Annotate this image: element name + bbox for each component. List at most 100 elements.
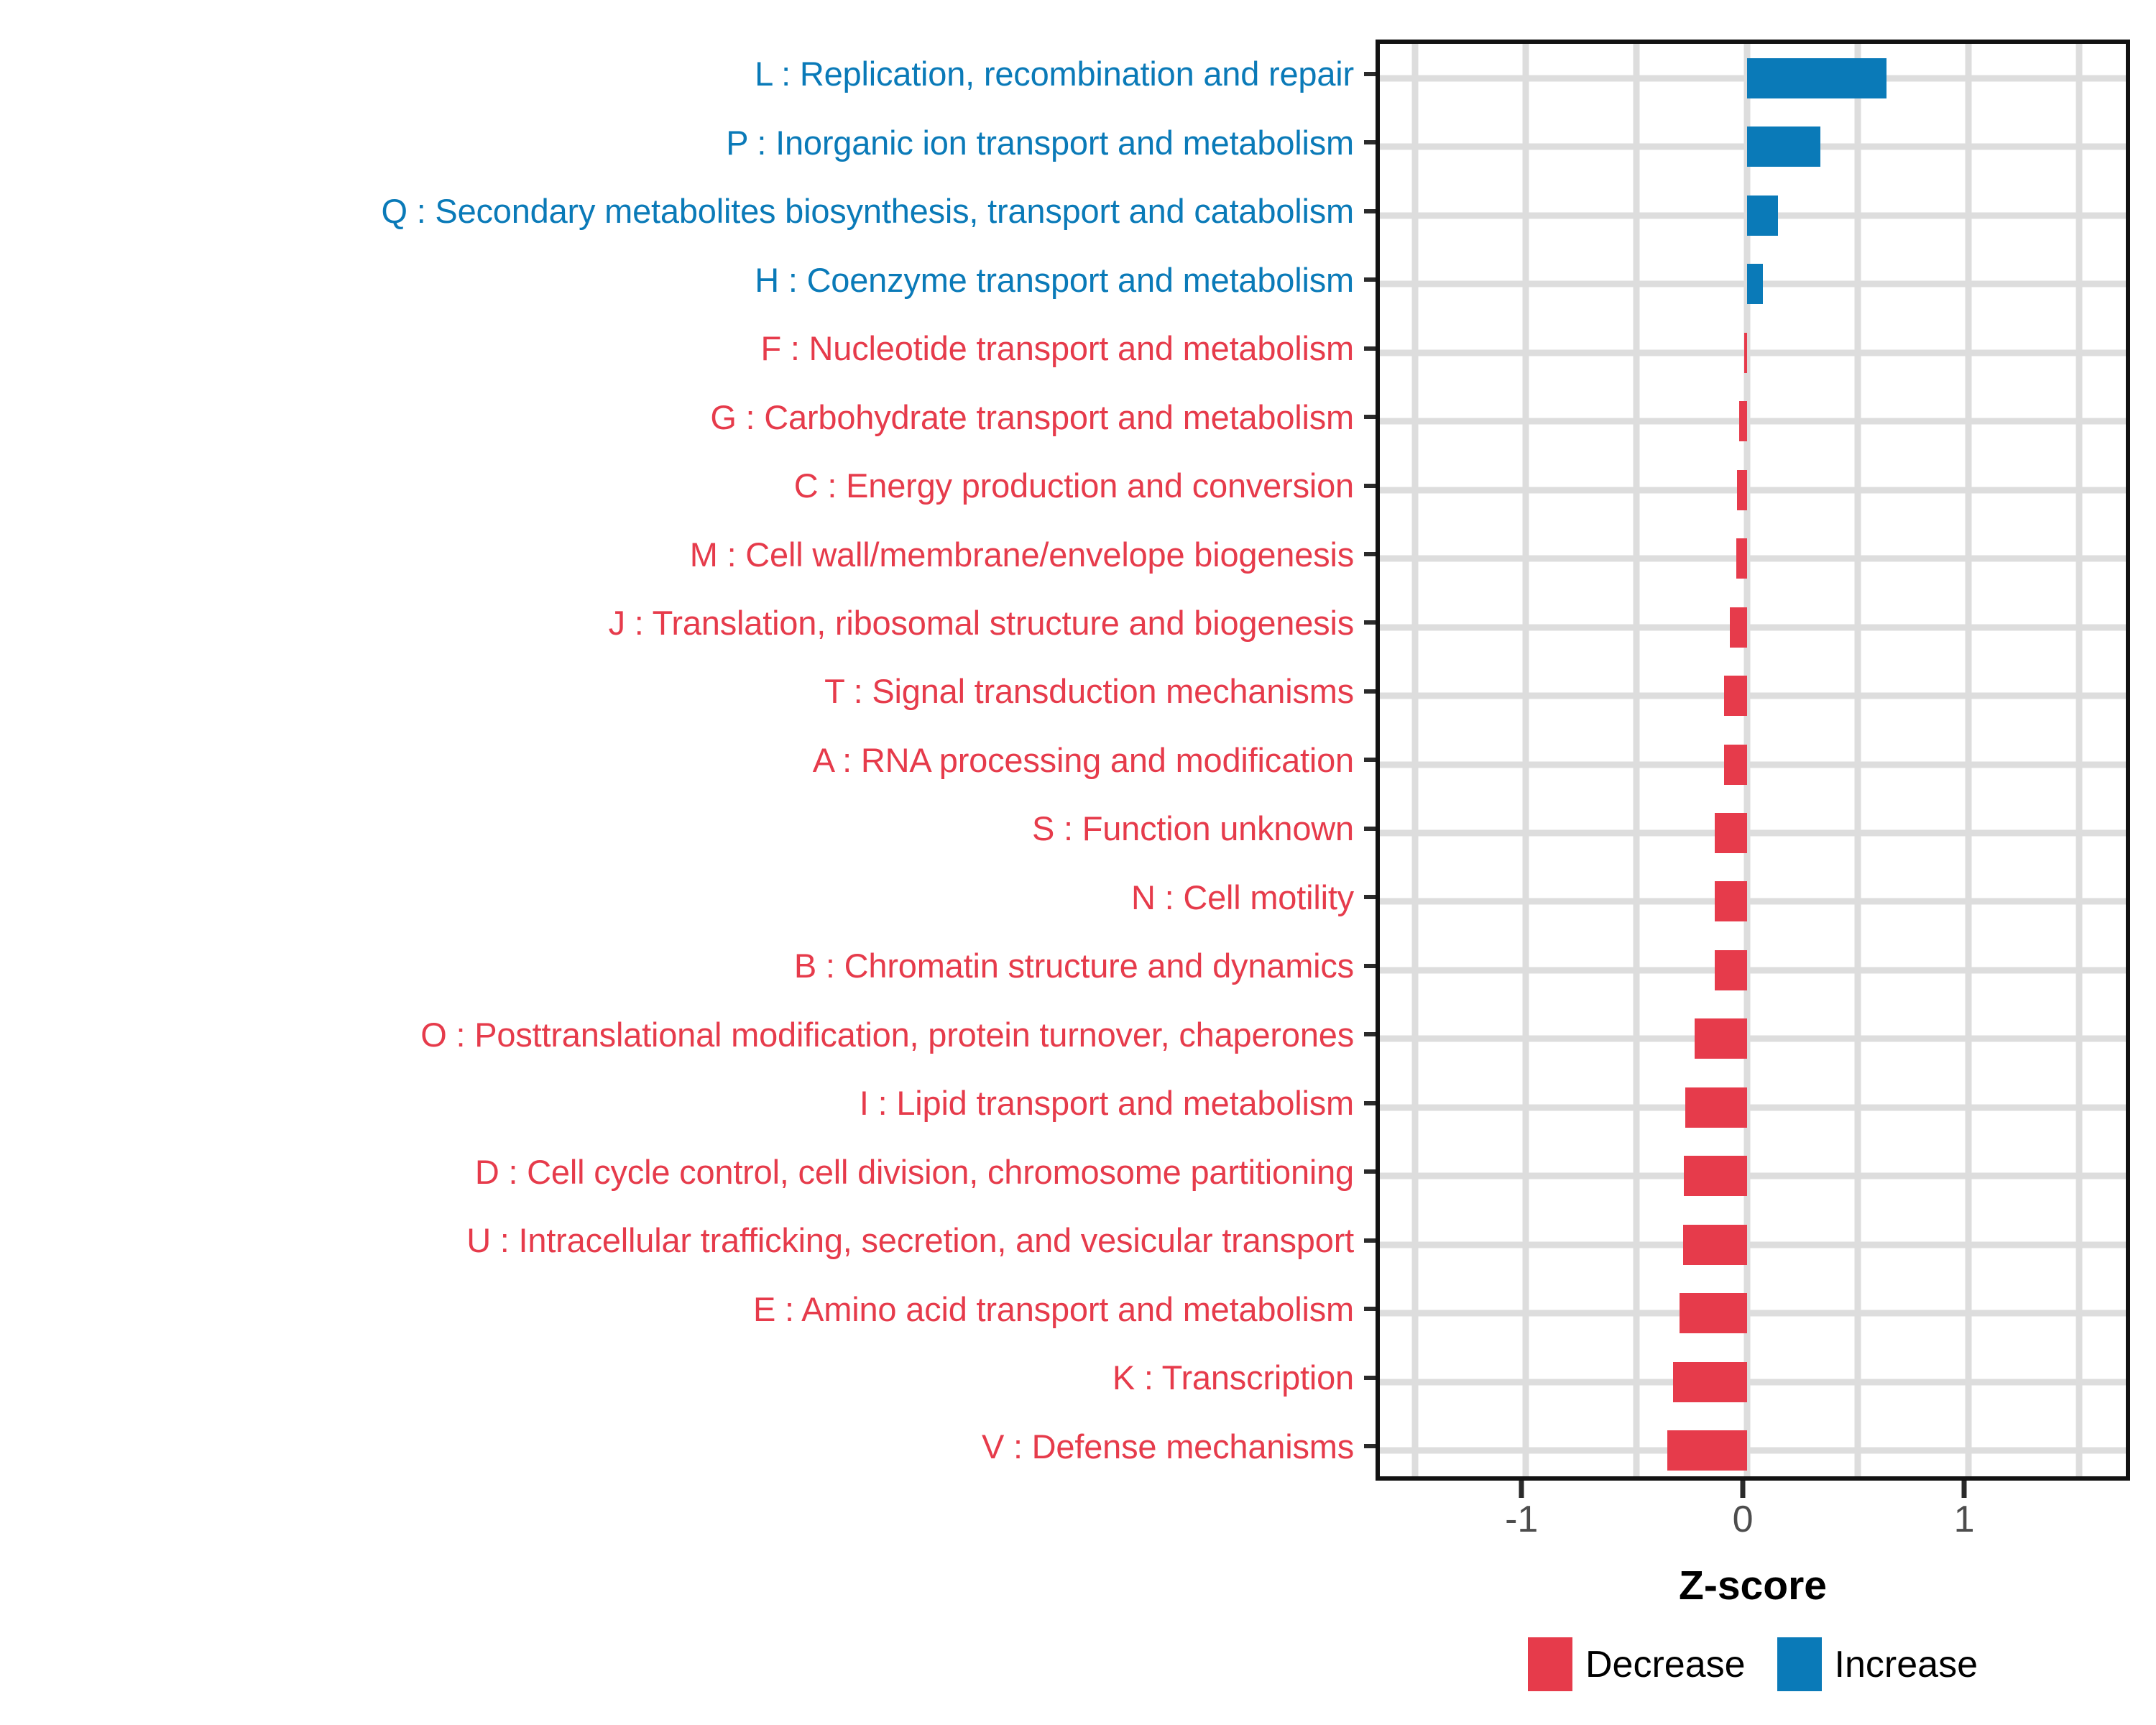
- bar: [1738, 401, 1748, 442]
- bar: [1667, 1430, 1748, 1471]
- bar: [1715, 812, 1748, 853]
- vertical-gridline: [1965, 44, 1972, 1476]
- x-axis-title: Z-score: [1679, 1563, 1827, 1609]
- y-axis-tick: [1364, 451, 1376, 520]
- y-axis-tick: [1364, 1206, 1376, 1274]
- category-label: F : Nucleotide transport and metabolism: [760, 329, 1354, 368]
- y-axis-tick: [1364, 108, 1376, 176]
- category-label-column: L : Replication, recombination and repai…: [0, 40, 1364, 1481]
- x-axis-tick: [1519, 1481, 1524, 1498]
- y-axis-tick: [1364, 726, 1376, 794]
- y-axis-tick: [1364, 1138, 1376, 1206]
- y-axis-tick: [1364, 1000, 1376, 1069]
- vertical-gridline: [1743, 44, 1751, 1476]
- category-label: I : Lipid transport and metabolism: [859, 1084, 1354, 1123]
- bar: [1680, 1293, 1748, 1334]
- bar: [1695, 1018, 1748, 1059]
- category-label: L : Replication, recombination and repai…: [755, 55, 1354, 93]
- x-axis: -1 0 1: [1376, 1481, 2130, 1574]
- y-axis-tick: [1364, 1412, 1376, 1480]
- category-label: J : Translation, ribosomal structure and…: [608, 603, 1355, 642]
- horizontal-gridline: [1380, 1447, 2126, 1454]
- plot-panel: [1376, 40, 2130, 1481]
- y-axis-tick: [1364, 932, 1376, 1000]
- bar: [1682, 1224, 1748, 1265]
- bar: [1724, 744, 1748, 785]
- bar: [1736, 469, 1748, 510]
- bar: [1715, 881, 1748, 922]
- category-label: N : Cell motility: [1131, 878, 1354, 916]
- bar: [1747, 58, 1887, 98]
- category-label: V : Defense mechanisms: [981, 1427, 1354, 1466]
- horizontal-gridline: [1380, 829, 2126, 837]
- bar: [1724, 676, 1748, 717]
- category-label: S : Function unknown: [1032, 809, 1354, 848]
- bar: [1715, 949, 1748, 990]
- vertical-gridline: [1633, 44, 1640, 1476]
- chart-legend: Decrease Increase: [1376, 1637, 2130, 1691]
- category-label: Q : Secondary metabolites biosynthesis, …: [381, 192, 1354, 231]
- x-axis-tick-label: -1: [1505, 1499, 1539, 1540]
- legend-label: Increase: [1834, 1643, 1978, 1685]
- horizontal-gridline: [1380, 1379, 2126, 1386]
- y-axis-tick: [1364, 1069, 1376, 1137]
- horizontal-gridline: [1380, 967, 2126, 974]
- category-label: D : Cell cycle control, cell division, c…: [474, 1152, 1354, 1191]
- y-axis-tick: [1364, 382, 1376, 451]
- y-axis-tick: [1364, 314, 1376, 382]
- category-label: C : Energy production and conversion: [793, 466, 1354, 505]
- legend-swatch: [1777, 1637, 1822, 1691]
- bar: [1685, 1087, 1748, 1128]
- x-axis-tick: [1740, 1481, 1746, 1498]
- bar: [1747, 264, 1763, 305]
- x-axis-tick-label: 1: [1953, 1499, 1975, 1540]
- horizontal-gridline: [1380, 898, 2126, 905]
- y-axis-tick: [1364, 1343, 1376, 1412]
- vertical-gridline: [1522, 44, 1529, 1476]
- y-axis-tick: [1364, 794, 1376, 862]
- legend-item[interactable]: Decrease: [1527, 1637, 1746, 1691]
- category-label: B : Chromatin structure and dynamics: [793, 947, 1354, 985]
- y-axis-tick: [1364, 177, 1376, 245]
- vertical-gridline: [1411, 44, 1419, 1476]
- y-axis-tick: [1364, 40, 1376, 108]
- y-axis-tick: [1364, 520, 1376, 588]
- category-label: K : Transcription: [1112, 1358, 1354, 1397]
- category-label: O : Posttranslational modification, prot…: [420, 1015, 1354, 1054]
- legend-item[interactable]: Increase: [1777, 1637, 1978, 1691]
- bar: [1747, 195, 1779, 236]
- category-label: E : Amino acid transport and metabolism: [753, 1289, 1354, 1328]
- y-axis-tick: [1364, 863, 1376, 932]
- horizontal-gridline: [1380, 692, 2126, 699]
- y-axis-tick-marks: [1364, 40, 1376, 1481]
- horizontal-gridline: [1380, 1310, 2126, 1317]
- category-label: M : Cell wall/membrane/envelope biogenes…: [689, 535, 1354, 574]
- horizontal-gridline: [1380, 761, 2126, 768]
- x-axis-tick: [1961, 1481, 1967, 1498]
- horizontal-gridline: [1380, 418, 2126, 425]
- vertical-gridline: [1854, 44, 1861, 1476]
- horizontal-gridline: [1380, 1035, 2126, 1042]
- bar: [1747, 126, 1820, 167]
- vertical-gridline: [2076, 44, 2083, 1476]
- horizontal-gridline: [1380, 1104, 2126, 1111]
- y-axis-tick: [1364, 589, 1376, 657]
- horizontal-gridline: [1380, 1172, 2126, 1179]
- horizontal-gridline: [1380, 1241, 2126, 1248]
- horizontal-gridline: [1380, 555, 2126, 562]
- bar: [1672, 1361, 1748, 1402]
- category-label: A : RNA processing and modification: [812, 740, 1354, 779]
- y-axis-tick: [1364, 657, 1376, 725]
- category-label: H : Coenzyme transport and metabolism: [755, 260, 1354, 299]
- category-label: U : Intracellular trafficking, secretion…: [466, 1221, 1354, 1260]
- y-axis-tick: [1364, 245, 1376, 313]
- legend-label: Decrease: [1585, 1643, 1746, 1685]
- bar: [1729, 607, 1748, 648]
- x-axis-tick-label: 0: [1732, 1499, 1754, 1540]
- plot-area: [1380, 44, 2126, 1476]
- category-label: P : Inorganic ion transport and metaboli…: [726, 123, 1354, 162]
- horizontal-gridline: [1380, 349, 2126, 356]
- horizontal-gridline: [1380, 624, 2126, 631]
- legend-swatch: [1527, 1637, 1572, 1691]
